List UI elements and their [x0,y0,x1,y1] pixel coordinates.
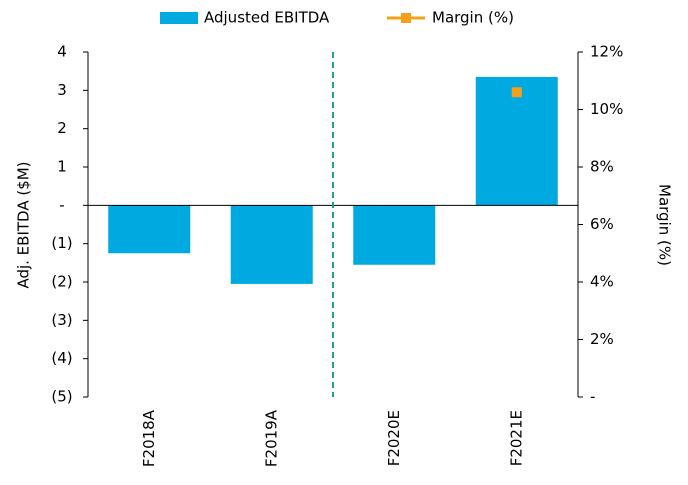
y-tick-label: (3) [51,311,72,329]
y-tick-label: 4 [57,43,67,61]
legend-label: Margin (%) [432,9,514,27]
bar [353,205,436,265]
y2-tick-label: 6% [590,215,614,233]
y-tick-label: 3 [57,81,67,99]
y2-tick-label: 2% [590,330,614,348]
y-tick-label: 1 [57,158,67,176]
bar [230,205,313,284]
bar [108,205,191,254]
y2-axis-title: Margin (%) [656,184,674,266]
y-tick-label: (1) [51,234,72,252]
y-tick-label: (4) [51,349,72,367]
y-tick-label: (5) [51,388,72,406]
x-tick-label: F2018A [140,409,158,467]
x-tick-label: F2021E [507,410,525,466]
margin-marker [511,87,522,98]
y2-tick-label: 4% [590,273,614,291]
y-axis-title: Adj. EBITDA ($M) [15,161,33,288]
y-tick-label: 2 [57,119,67,137]
legend-swatch [401,13,411,23]
y2-tick-label: 10% [590,100,623,118]
bar [475,76,558,206]
x-tick-label: F2019A [262,409,280,467]
y-tick-label: - [59,196,64,214]
legend-swatch [160,12,198,24]
legend-label: Adjusted EBITDA [204,9,330,27]
y2-tick-label: 8% [590,158,614,176]
y2-tick-label: - [590,388,595,406]
y-tick-label: (2) [51,273,72,291]
y2-tick-label: 12% [590,43,623,61]
x-tick-label: F2020E [385,410,403,466]
